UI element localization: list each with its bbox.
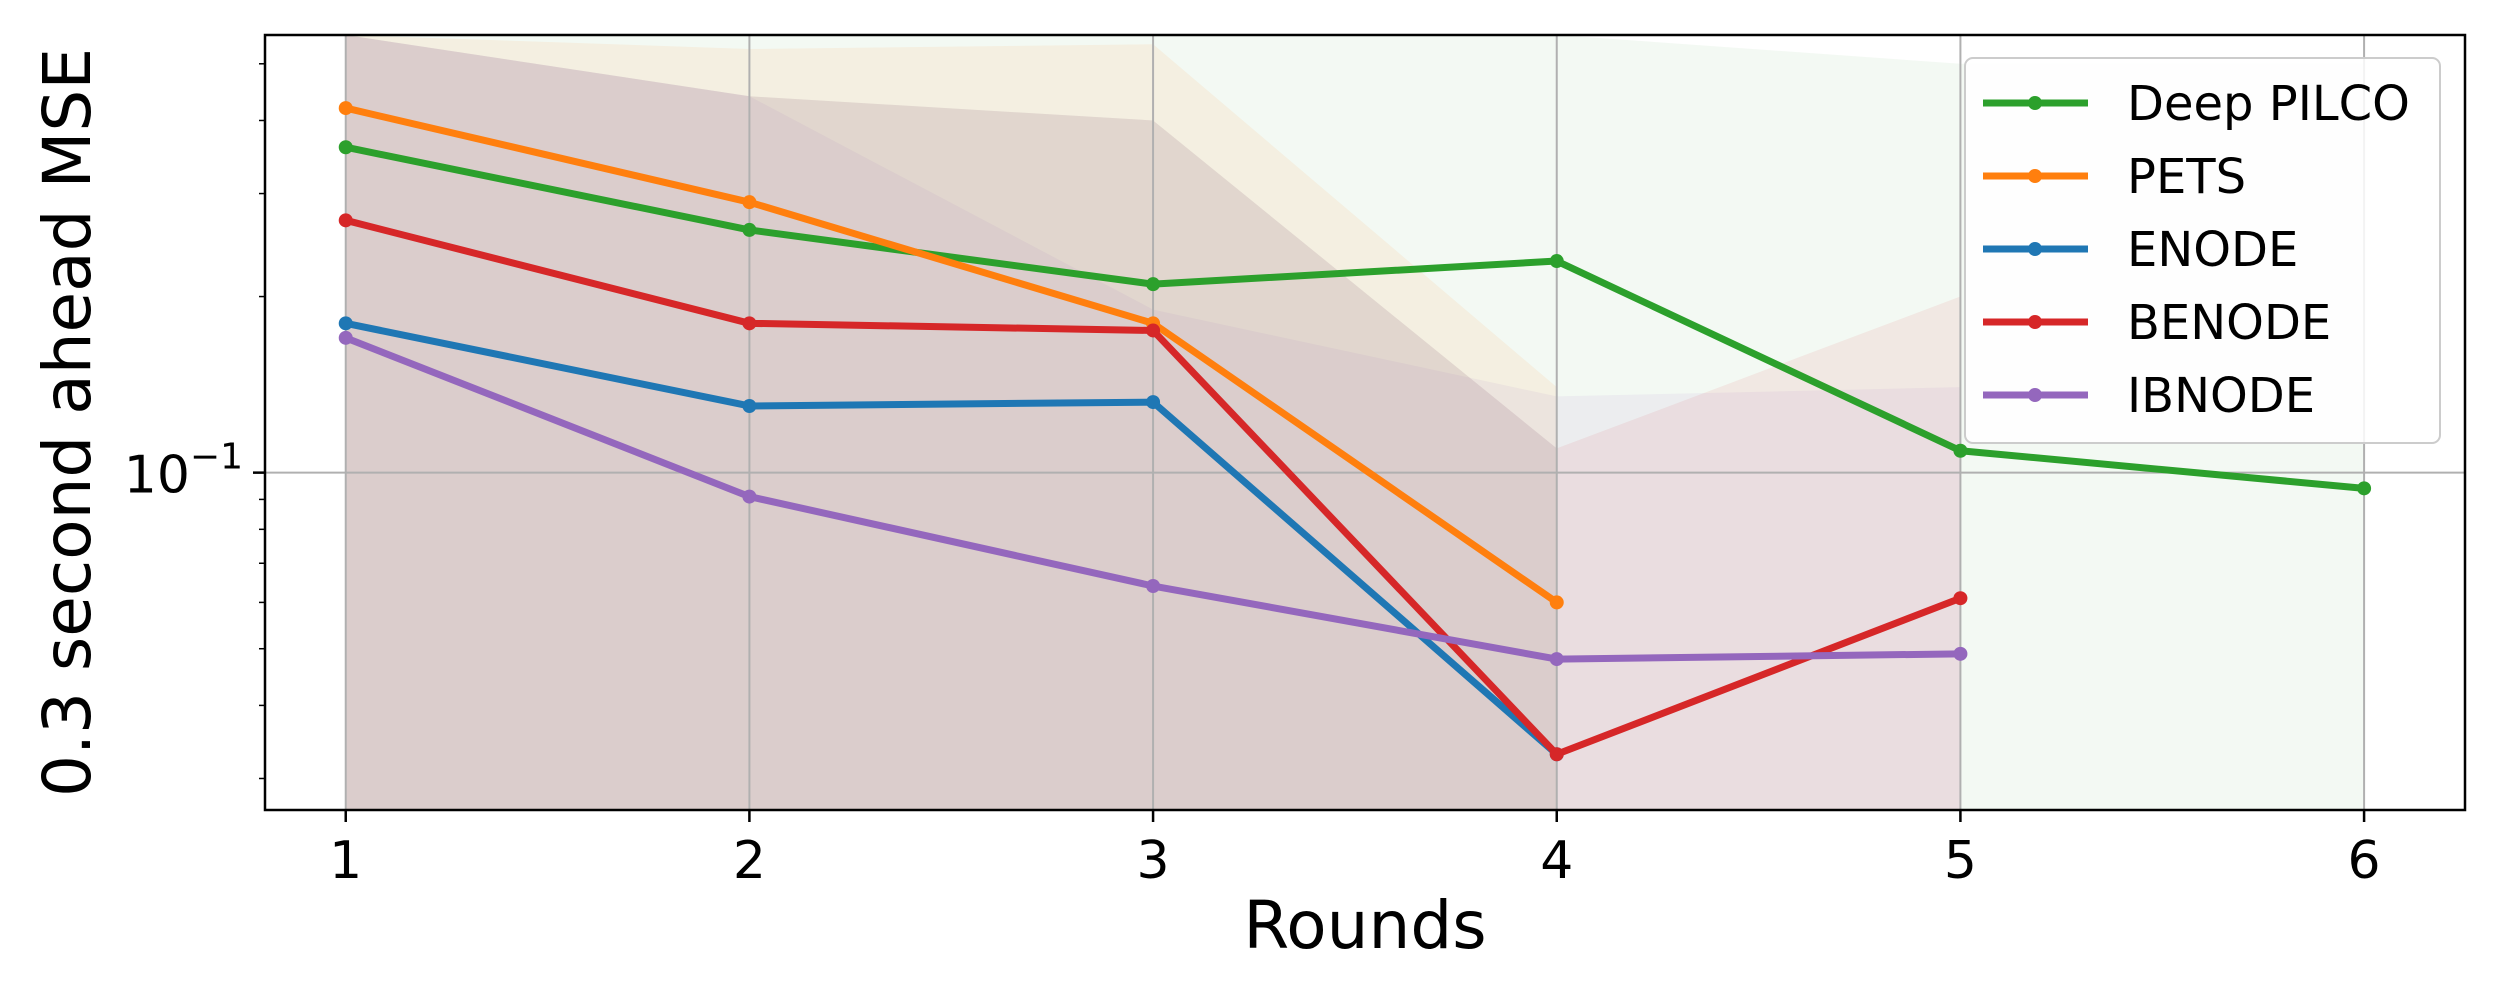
y-axis-ticks: 10−1 [124, 63, 265, 780]
legend-label: ENODE [2127, 222, 2298, 278]
data-point [1146, 579, 1161, 594]
data-point [742, 195, 757, 210]
data-point [742, 398, 757, 413]
legend-marker [2028, 96, 2042, 110]
data-point [338, 316, 353, 331]
series-ibnode [338, 330, 1968, 667]
data-point [1146, 277, 1161, 292]
data-point [742, 489, 757, 504]
data-point [742, 222, 757, 237]
data-point [1953, 443, 1968, 458]
series-lines [338, 101, 2372, 762]
data-point [1146, 323, 1161, 338]
confidence-band [345, 35, 2365, 810]
y-tick-base: 10 [124, 446, 190, 506]
data-point [1549, 595, 1564, 610]
data-point [338, 140, 353, 155]
data-point [742, 316, 757, 331]
data-point [2357, 481, 2372, 496]
plot-frame [263, 33, 2467, 812]
y-axis-label: 0.3 second ahead MSE [29, 48, 106, 797]
series-pets [338, 101, 1564, 610]
series-benode [338, 213, 1968, 762]
data-point [1953, 591, 1968, 606]
y-tick-exponent: −1 [190, 437, 243, 478]
x-tick-label: 5 [1944, 831, 1977, 891]
data-point [1146, 395, 1161, 410]
series-line [345, 143, 2365, 492]
x-tick-label: 6 [2348, 831, 2381, 891]
legend-label: IBNODE [2127, 368, 2315, 424]
legend-item: PETS [1983, 149, 2246, 205]
data-point [1549, 254, 1564, 269]
x-tick-label: 4 [1540, 831, 1573, 891]
x-tick-label: 3 [1137, 831, 1170, 891]
data-point [1549, 747, 1564, 762]
legend-marker [2028, 242, 2042, 256]
data-point [338, 213, 353, 228]
x-tick-label: 1 [329, 831, 362, 891]
legend-box [1964, 57, 2441, 444]
legend-label: BENODE [2127, 295, 2331, 351]
data-point [1953, 646, 1968, 661]
legend-label: Deep PILCO [2127, 76, 2410, 132]
legend-item: Deep PILCO [1983, 76, 2410, 132]
x-axis-ticks: 1 2 3 4 5 6 [329, 810, 2381, 891]
legend-item: BENODE [1983, 295, 2331, 351]
series-deep-pilco [338, 140, 2372, 496]
legend-marker [2028, 169, 2042, 183]
confidence-band [345, 35, 1557, 810]
legend-item: IBNODE [1983, 368, 2315, 424]
data-point [338, 330, 353, 345]
legend-label: PETS [2127, 149, 2246, 205]
data-point [338, 101, 353, 116]
series-line [344, 104, 1559, 606]
legend-marker [2028, 315, 2042, 329]
x-tick-label: 2 [733, 831, 766, 891]
confidence-band [345, 35, 1557, 810]
y-tick-label: 10−1 [124, 437, 243, 506]
legend: Deep PILCO PETS ENODE BENODE IBNODE [1964, 57, 2441, 444]
x-axis-label: Rounds [1243, 887, 1486, 964]
series-line [345, 319, 1560, 757]
legend-marker [2028, 388, 2042, 402]
data-point [1549, 652, 1564, 667]
legend-item: ENODE [1983, 222, 2298, 278]
